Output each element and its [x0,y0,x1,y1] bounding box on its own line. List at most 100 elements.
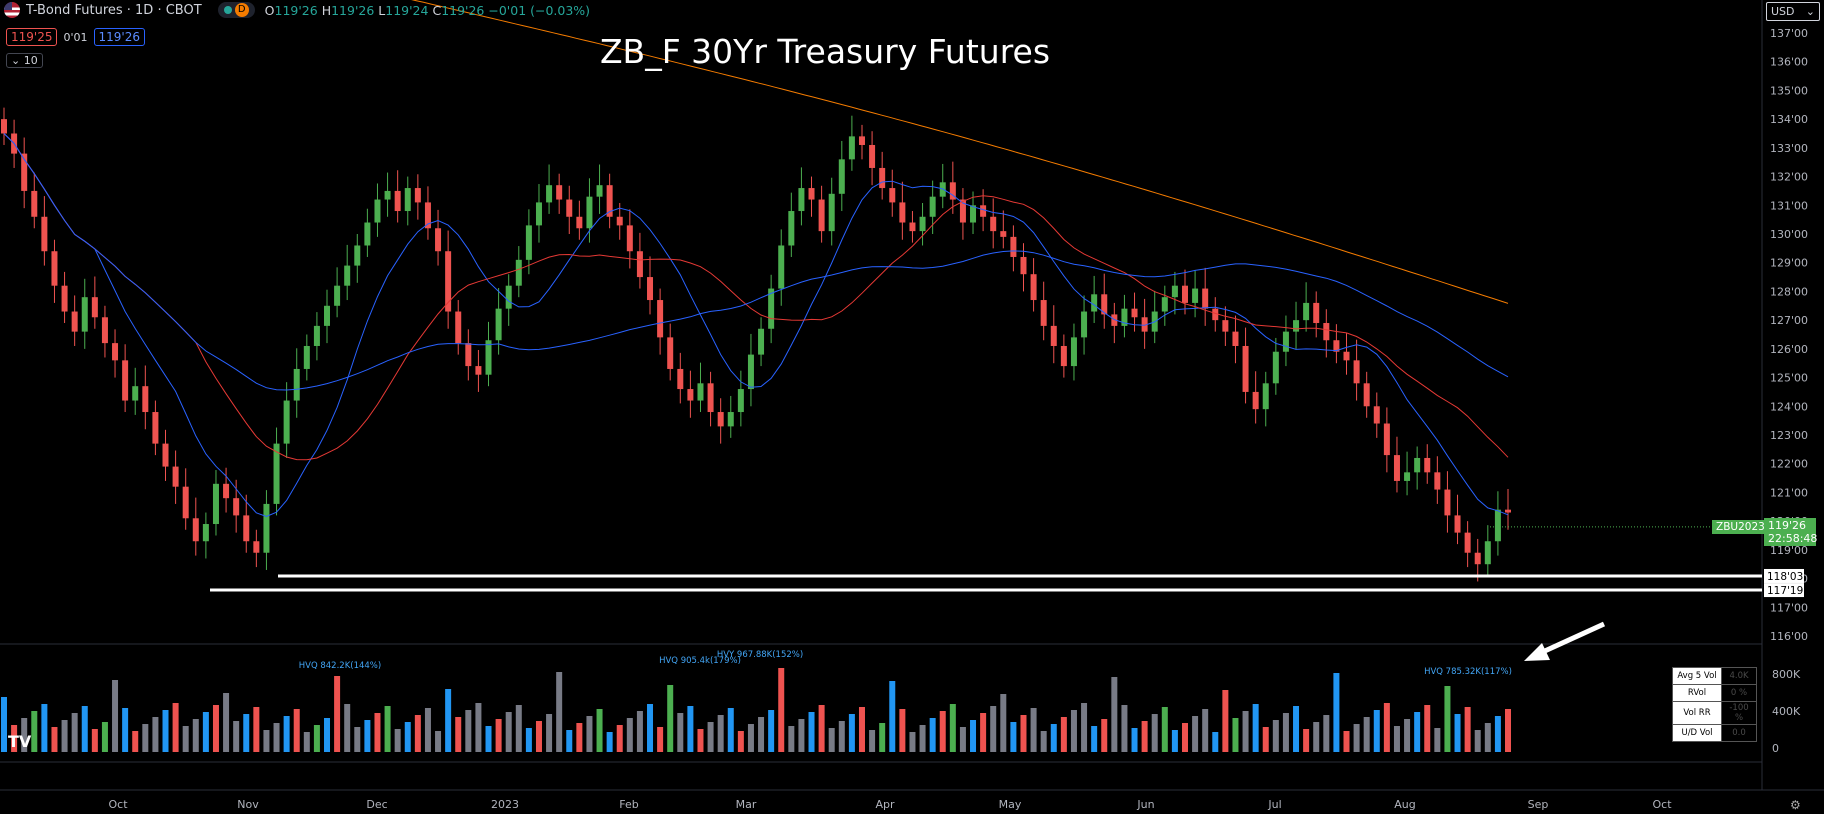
change-readout: −0'01 (−0.03%) [488,2,591,18]
candle-body [1343,351,1350,361]
volume-bar [1131,728,1138,752]
candle-body [970,205,977,223]
volume-bar [869,730,876,752]
volume-bar [41,704,48,752]
volume-annotation: HVQ 842.2K(144%) [299,661,381,671]
bid-button[interactable]: 119'25 [6,28,58,46]
symbol-title[interactable]: T-Bond Futures · 1D · CBOT [26,2,202,18]
time-axis-label: Oct [108,798,128,811]
volume-bar [535,721,542,752]
price-axis-label: 137'00 [1770,27,1808,40]
candle-body [586,196,593,229]
time-axis-label: Jul [1267,798,1281,811]
volume-bar [283,716,290,752]
volume-bar [626,718,633,752]
candle-body [455,311,462,344]
volume-bar [101,722,108,752]
volume-bar [768,710,775,752]
candle-body [667,337,674,369]
volume-bar [11,725,18,752]
candle-body [414,188,421,203]
candle-body [223,483,230,499]
ask-button[interactable]: 119'26 [93,28,145,46]
volume-bar [152,717,159,752]
volume-bar [435,731,442,752]
candle-body [858,136,865,145]
candle-body [243,515,250,542]
volume-bar [616,725,623,752]
candle-body [344,265,351,286]
volume-bar [939,711,946,752]
candle-body [465,343,472,367]
volume-bar [455,717,462,752]
candle-body [1081,311,1088,338]
currency-select[interactable]: USD ⌄ [1766,2,1820,21]
volume-bar [81,706,88,752]
candle-body [838,159,845,194]
volume-bar [1030,708,1037,752]
volume-bar [1272,720,1279,752]
volume-bar [1363,717,1370,752]
volume-bar [949,704,956,752]
volume-stats-row: Vol RR -100 % [1672,701,1757,725]
candle-body [828,193,835,232]
candle-body [1050,325,1057,346]
candle-body [1333,340,1340,352]
level-price-tag [1764,583,1804,598]
candle-body [1293,320,1300,332]
volume-bar [364,720,371,752]
volume-bar [212,705,219,752]
volume-bar [1020,715,1027,752]
candle-body [233,498,240,516]
volume-bar [1505,709,1511,752]
volume-bar [1444,686,1451,752]
market-open-icon [223,6,232,14]
volume-bar [1393,726,1400,752]
volume-bar [747,724,754,752]
candle-body [929,196,936,217]
candle-body [1202,288,1209,309]
ohlc-readout: O119'26 H119'26 L119'24 C119'26 −0'01 (−… [264,2,591,18]
candle-body [1171,285,1178,298]
market-status-pill[interactable]: D [217,2,255,18]
candle-body [1040,300,1047,326]
volume-stats-row: U/D Vol 0.0 [1672,724,1757,742]
candle-body [1454,515,1461,533]
candle-body [899,202,906,223]
volume-bar [586,716,593,752]
volume-axis-label: 800K [1772,668,1801,681]
indicators-collapse-button[interactable]: ⌄ 10 [6,53,43,68]
price-axis-label: 117'00 [1770,601,1808,614]
volume-annotation: HVY 967.88K(152%) [717,650,803,660]
candle-body [101,317,108,344]
candle-body [313,325,320,346]
volume-bar [788,726,795,752]
volume-bar [970,720,977,752]
stat-label: Avg 5 Vol [1672,667,1722,685]
volume-bar [91,729,98,752]
volume-bar [1383,703,1390,752]
volume-bar [354,727,361,752]
candle-body [1363,383,1370,407]
candle-body [1373,406,1380,424]
volume-bar [505,712,512,752]
candle-body [1060,345,1067,367]
candle-body [1131,308,1138,318]
spread-value: 0'01 [63,30,88,44]
volume-bar [182,726,189,752]
volume-bar [1081,703,1088,752]
candle-body [717,412,724,427]
volume-bar [1010,722,1017,752]
stat-value: 0 % [1721,684,1757,702]
volume-bar [1070,710,1077,752]
volume-bar [1111,677,1118,752]
settings-icon[interactable]: ⚙ [1790,798,1801,812]
candle-body [1464,532,1471,553]
tradingview-logo[interactable]: TV [8,732,32,751]
volume-bar [556,672,563,752]
volume-bar [253,707,260,752]
candle-body [1383,423,1390,456]
volume-bar [112,680,119,752]
volume-bar [202,712,209,752]
